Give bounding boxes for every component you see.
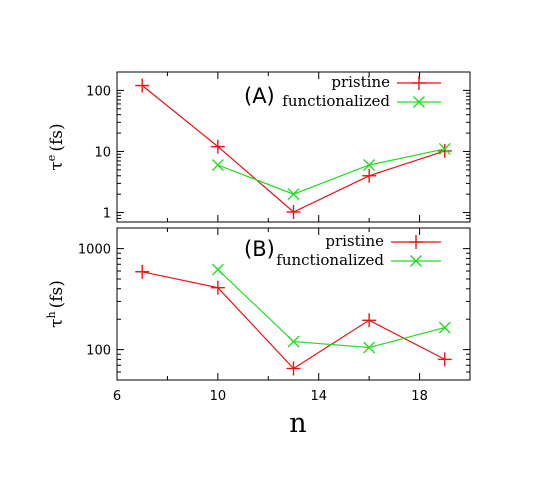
legend-b-functionalized-swatch	[391, 255, 441, 267]
panel-a-legend: pristine functionalized	[282, 73, 441, 110]
x-tick-label: 6	[113, 389, 121, 404]
data-point-functionalized	[438, 321, 451, 334]
panel-b-legend: pristine functionalized	[276, 232, 441, 269]
panel-b-label: (B)	[244, 237, 275, 261]
data-point-pristine	[437, 352, 452, 367]
data-point-pristine	[286, 361, 301, 376]
series-line-pristine	[142, 271, 446, 370]
y-tick-label: 100	[86, 84, 111, 99]
y-tick-label: 1000	[78, 243, 111, 258]
panel-b-ylabel-unit: (fs)	[47, 280, 67, 308]
legend-a-functionalized-label: functionalized	[282, 92, 390, 110]
panel-a-ticks: 1 10 100	[86, 72, 470, 223]
data-point-functionalized	[363, 159, 376, 172]
panel-a-label: (A)	[244, 84, 275, 108]
panel-a: 1 10 100 (A) pristine functionalized τe (fs…	[45, 71, 471, 223]
legend-marker	[412, 76, 426, 90]
data-point-pristine	[362, 313, 377, 328]
legend-b-pristine-swatch	[391, 235, 441, 249]
legend-a-pristine-label: pristine	[331, 73, 390, 91]
data-point-pristine	[135, 78, 150, 93]
series-line-functionalized	[217, 269, 445, 349]
legend-a-pristine-swatch	[397, 76, 441, 90]
panel-a-frame	[116, 71, 471, 223]
data-point-functionalized	[287, 188, 300, 201]
data-point-pristine	[362, 168, 377, 183]
data-point-functionalized	[363, 341, 376, 354]
data-point-pristine	[286, 205, 301, 220]
panel-a-series	[135, 78, 452, 220]
data-point-functionalized	[438, 142, 451, 155]
y-tick-label: 100	[86, 344, 111, 359]
legend-marker	[410, 255, 422, 267]
panel-a-ylabel-unit: (fs)	[47, 123, 67, 151]
x-tick-label: 14	[310, 389, 327, 404]
svg-text:τh(fs): τh (fs)	[45, 280, 67, 328]
x-tick-label: 10	[210, 389, 227, 404]
panel-b: 100 1000 6 10 14 18 (B) pristine functionaliz…	[45, 227, 471, 439]
panel-b-frame	[116, 227, 471, 381]
legend-marker	[413, 96, 425, 108]
data-point-pristine	[210, 139, 225, 154]
panel-a-ylabel-sup: e	[45, 155, 58, 162]
legend-b-pristine-label: pristine	[325, 232, 384, 250]
legend-marker	[409, 235, 423, 249]
panel-a-ylabel-main: τ	[47, 161, 67, 170]
data-point-functionalized	[211, 159, 224, 172]
x-axis-label: n	[289, 408, 306, 439]
panel-b-ticks: 100 1000 6 10 14 18	[78, 228, 470, 404]
panel-a-ylabel: τe (fs)	[45, 123, 67, 170]
panel-b-ylabel: τh (fs)	[45, 280, 67, 328]
x-tick-label: 18	[411, 389, 428, 404]
panel-b-ylabel-main: τ	[47, 318, 67, 327]
y-tick-label: 10	[94, 145, 111, 160]
panel-b-ylabel-sup: h	[45, 311, 58, 318]
data-point-functionalized	[211, 263, 224, 276]
y-tick-label: 1	[103, 207, 111, 222]
data-point-pristine	[437, 143, 452, 158]
data-point-functionalized	[287, 335, 300, 348]
legend-a-functionalized-swatch	[397, 96, 441, 108]
panel-b-series	[135, 263, 452, 376]
legend-b-functionalized-label: functionalized	[276, 251, 384, 269]
svg-text:τe(fs): τe (fs)	[45, 123, 67, 170]
data-point-pristine	[210, 280, 225, 295]
series-line-functionalized	[217, 148, 445, 195]
data-point-pristine	[135, 264, 150, 279]
